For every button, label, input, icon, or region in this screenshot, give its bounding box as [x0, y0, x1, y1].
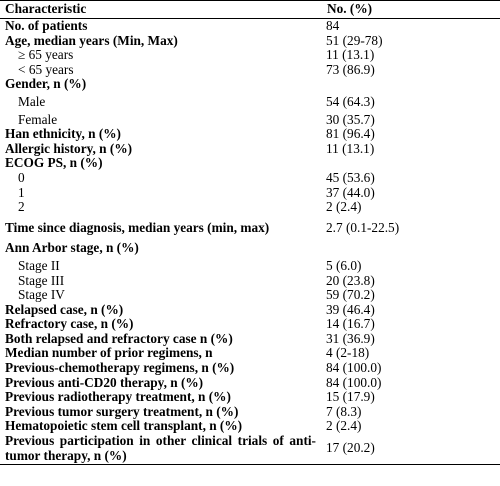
row-label: Both relapsed and refractory case n (%): [5, 330, 233, 346]
table-row: Relapsed case, n (%) 39 (46.4): [0, 301, 500, 318]
row-label: Ann Arbor stage, n (%): [5, 240, 139, 256]
row-value: [322, 156, 500, 171]
patient-characteristics-table: Characteristic No. (%) No. of patients 8…: [0, 0, 500, 466]
header-characteristic: Characteristic: [0, 0, 322, 19]
row-value: 45 (53.6): [326, 169, 375, 185]
header-count-percent: No. (%): [322, 0, 500, 19]
row-value: 11 (13.1): [326, 47, 375, 63]
table-row: Both relapsed and refractory case n (%) …: [0, 330, 500, 347]
row-value: 84 (100.0): [326, 374, 382, 390]
row-label: Stage III: [18, 272, 65, 288]
table-row: Previous-chemotherapy regimens, n (%) 84…: [0, 360, 500, 376]
table-row: Previous participation in other clinical…: [0, 433, 500, 466]
row-label: Allergic history, n (%): [5, 140, 133, 156]
row-label: Time since diagnosis, median years (min,…: [5, 219, 270, 235]
table-row: 0 45 (53.6): [0, 169, 500, 186]
row-value: 2 (2.4): [326, 199, 362, 215]
row-value: 84: [326, 18, 340, 33]
table-row: Previous radiotherapy treatment, n (%) 1…: [0, 390, 500, 405]
row-label: ≥ 65 years: [18, 47, 74, 63]
table-row: Allergic history, n (%) 11 (13.1): [0, 140, 500, 157]
row-value: 30 (35.7): [326, 111, 375, 127]
table-row: Hematopoietic stem cell transplant, n (%…: [0, 419, 500, 434]
row-label: ECOG PS, n (%): [5, 155, 103, 171]
row-value: 7 (8.3): [326, 403, 362, 419]
row-value: 73 (86.9): [326, 61, 375, 77]
row-value: 17 (20.2): [322, 434, 500, 466]
table-row: Refractory case, n (%) 14 (16.7): [0, 317, 500, 332]
row-value: 51 (29-78): [326, 32, 383, 48]
table-body: No. of patients 84 Age, median years (Mi…: [0, 18, 500, 466]
row-value: 54 (64.3): [326, 93, 375, 109]
table-row: Ann Arbor stage, n (%): [0, 235, 500, 256]
row-label: Male: [18, 93, 46, 109]
row-value: 84 (100.0): [326, 360, 382, 376]
row-label: Female: [18, 111, 58, 127]
row-label: Previous radiotherapy treatment, n (%): [5, 389, 231, 405]
row-label: Age, median years (Min, Max): [5, 32, 178, 48]
row-value: 81 (96.4): [326, 126, 375, 142]
table-row: Stage III 20 (23.8): [0, 272, 500, 289]
row-value: 37 (44.0): [326, 184, 375, 200]
row-label: Stage II: [18, 257, 60, 273]
row-value: 15 (17.9): [326, 389, 375, 405]
row-label: Previous-chemotherapy regimens, n (%): [5, 360, 235, 376]
table-row: No. of patients 84: [0, 18, 500, 34]
row-label: Refractory case, n (%): [5, 316, 134, 332]
row-label: 0: [18, 169, 25, 185]
row-label: Gender, n (%): [5, 76, 87, 92]
row-label: Stage IV: [18, 287, 65, 303]
row-value: 11 (13.1): [326, 140, 375, 156]
table-row: Previous tumor surgery treatment, n (%) …: [0, 403, 500, 420]
table-row: Previous anti-CD20 therapy, n (%) 84 (10…: [0, 374, 500, 391]
row-label: Hematopoietic stem cell transplant, n (%…: [5, 418, 243, 434]
row-label: 1: [18, 184, 25, 200]
row-value: [322, 77, 500, 92]
table-row: 1 37 (44.0): [0, 184, 500, 201]
table-row: Time since diagnosis, median years (min,…: [0, 215, 500, 236]
row-value: 14 (16.7): [326, 316, 375, 332]
row-label: Previous anti-CD20 therapy, n (%): [5, 374, 204, 390]
row-value: 2.7 (0.1-22.5): [326, 219, 400, 235]
table-row: ECOG PS, n (%): [0, 156, 500, 171]
row-label: Previous tumor surgery treatment, n (%): [5, 403, 239, 419]
table-row: Stage II 5 (6.0): [0, 256, 500, 274]
row-value: 31 (36.9): [326, 330, 375, 346]
row-label: No. of patients: [5, 18, 88, 33]
row-label: < 65 years: [18, 61, 74, 77]
row-value: 5 (6.0): [326, 257, 362, 273]
row-value: 39 (46.4): [326, 301, 375, 317]
characteristics-table-container: Characteristic No. (%) No. of patients 8…: [0, 0, 500, 466]
header-row: Characteristic No. (%): [0, 0, 500, 19]
row-label: Median number of prior regimens, n: [5, 345, 213, 361]
table-row: 2 2 (2.4): [0, 200, 500, 215]
table-row: ≥ 65 years 11 (13.1): [0, 48, 500, 63]
table-row: Age, median years (Min, Max) 51 (29-78): [0, 32, 500, 49]
table-row: < 65 years 73 (86.9): [0, 61, 500, 78]
row-label: Relapsed case, n (%): [5, 301, 124, 317]
row-value: [322, 235, 500, 256]
row-label: Previous participation in other clinical…: [0, 433, 322, 466]
row-label: 2: [18, 199, 25, 215]
row-value: 2 (2.4): [326, 418, 362, 434]
table-row: Gender, n (%): [0, 77, 500, 92]
table-row: Stage IV 59 (70.2): [0, 287, 500, 303]
table-row: Han ethnicity, n (%) 81 (96.4): [0, 127, 500, 142]
row-value: 4 (2-18): [326, 345, 370, 361]
table-row: Median number of prior regimens, n 4 (2-…: [0, 346, 500, 361]
table-header: Characteristic No. (%): [0, 0, 500, 19]
table-row: Female 30 (35.7): [0, 110, 500, 128]
row-value: 59 (70.2): [326, 287, 375, 303]
row-label: Han ethnicity, n (%): [5, 126, 121, 142]
row-value: 20 (23.8): [326, 272, 375, 288]
table-row: Male 54 (64.3): [0, 92, 500, 110]
